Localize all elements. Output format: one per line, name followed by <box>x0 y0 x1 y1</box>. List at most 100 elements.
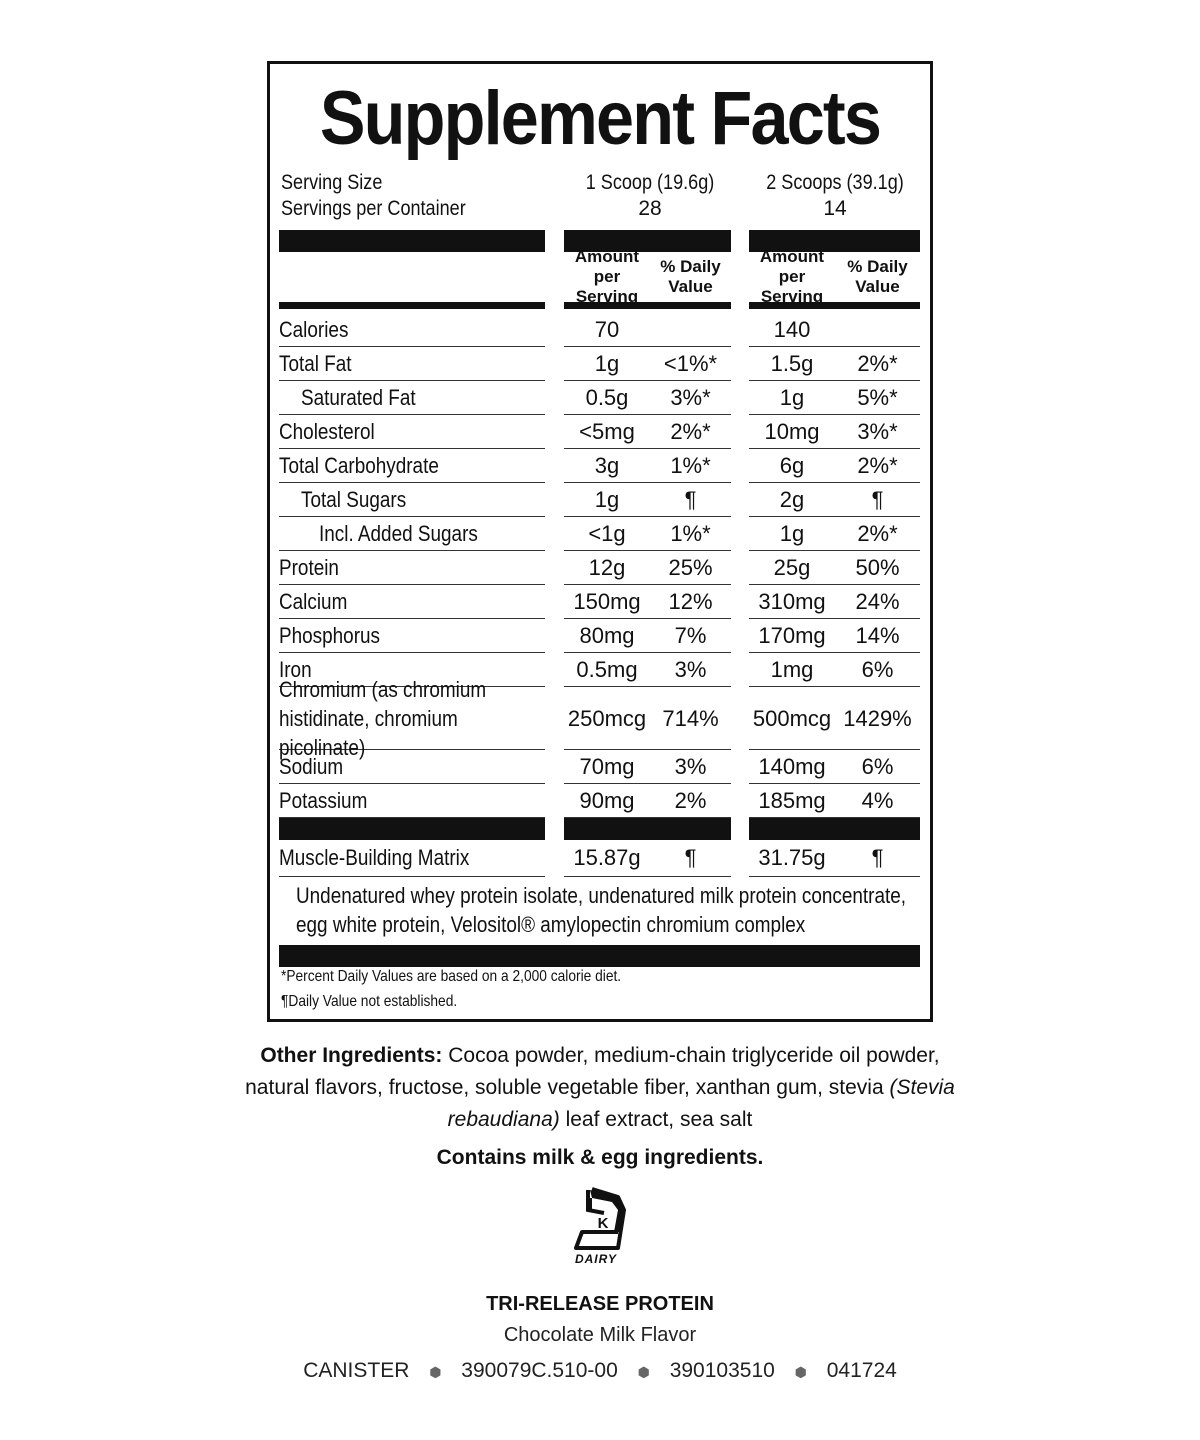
nutrient-table: Amount per Serving % Daily Value Amount pe… <box>279 230 920 967</box>
nutrient-name: Total Sugars <box>279 483 545 517</box>
dv-1: 12% <box>650 585 731 619</box>
gap <box>545 517 564 551</box>
header-dv-1: % Daily Value <box>660 257 721 296</box>
other-ingredients-text: Cocoa powder, medium-chain triglyceride … <box>245 1044 940 1099</box>
serving-1-count: 28 <box>638 197 662 220</box>
dv-1: 2% <box>650 784 731 818</box>
dv-2: 5%* <box>835 381 920 415</box>
dv-1: 3% <box>650 750 731 784</box>
dv-1: 1%* <box>650 517 731 551</box>
gap <box>545 750 564 784</box>
footnote-dv-text: *Percent Daily Values are based on a 2,0… <box>281 968 622 985</box>
nutrient-name: Calories <box>279 313 545 347</box>
gap <box>731 517 749 551</box>
nutrient-name-text: Potassium <box>279 787 368 813</box>
nutrient-name: Total Fat <box>279 347 545 381</box>
header-amount-2: Amount per Serving <box>759 247 825 306</box>
header-amount-1: Amount per Serving <box>574 247 640 306</box>
gap <box>545 840 564 877</box>
supplement-facts-panel: Supplement Facts Serving Size Servings p… <box>267 61 933 1022</box>
nutrient-name: Sodium <box>279 750 545 784</box>
amount-2: 140 <box>749 313 835 347</box>
amount-1: <5mg <box>564 415 650 449</box>
section-bar <box>650 818 731 840</box>
amount-1: 0.5g <box>564 381 650 415</box>
dv-2: 14% <box>835 619 920 653</box>
nutrient-name-text: Calories <box>279 316 349 342</box>
matrix-name: Muscle-Building Matrix <box>279 840 545 877</box>
dv-2: 6% <box>835 653 920 687</box>
allergen-statement: Contains milk & egg ingredients. <box>436 1146 764 1169</box>
gap <box>731 313 749 347</box>
section-bar <box>650 230 731 252</box>
gap <box>545 551 564 585</box>
dv-1: 25% <box>650 551 731 585</box>
nutrient-name-text: Phosphorus <box>279 622 380 648</box>
dv-2: 2%* <box>835 347 920 381</box>
gap <box>545 818 564 840</box>
nutrient-name-text: Incl. Added Sugars <box>319 520 478 546</box>
dv-2: 4% <box>835 784 920 818</box>
dv-2: 6% <box>835 750 920 784</box>
section-bar <box>749 818 835 840</box>
dv-2 <box>835 313 920 347</box>
servings-per-container-label: Servings per Container <box>281 197 466 220</box>
amount-1: 70 <box>564 313 650 347</box>
nutrient-name: Incl. Added Sugars <box>279 517 545 551</box>
gap <box>545 252 564 302</box>
bullet-icon: ⬢ <box>637 1364 650 1380</box>
section-bar <box>564 230 650 252</box>
dv-1: 2%* <box>650 415 731 449</box>
dv-1: 7% <box>650 619 731 653</box>
amount-2: 25g <box>749 551 835 585</box>
gap <box>731 449 749 483</box>
section-bar <box>650 302 731 309</box>
serving-2: 2 Scoops (39.1g) 14 <box>745 170 925 222</box>
product-codes: CANISTER ⬢ 390079C.510-00 ⬢ 390103510 ⬢ … <box>0 1359 1200 1383</box>
nutrient-name: Total Carbohydrate <box>279 449 545 483</box>
dv-1: <1%* <box>650 347 731 381</box>
svg-text:DAIRY: DAIRY <box>575 1252 617 1266</box>
amount-2: 185mg <box>749 784 835 818</box>
gap <box>731 381 749 415</box>
gap <box>545 653 564 687</box>
nutrient-name-text: Total Sugars <box>301 486 407 512</box>
amount-2: 1mg <box>749 653 835 687</box>
code-package: CANISTER <box>303 1359 410 1382</box>
nutrient-name-text: Iron <box>279 656 312 682</box>
product-name: TRI-RELEASE PROTEIN <box>486 1293 714 1315</box>
section-bar <box>564 818 650 840</box>
code-date: 041724 <box>826 1359 897 1382</box>
gap <box>731 415 749 449</box>
serving-2-size: 2 Scoops (39.1g) <box>766 171 904 194</box>
other-ingredients-text-end: leaf extract, sea salt <box>559 1108 753 1131</box>
matrix-name-text: Muscle-Building Matrix <box>279 845 470 870</box>
header-blank <box>279 252 545 302</box>
dv-2: ¶ <box>835 483 920 517</box>
header-dv-2: % Daily Value <box>847 257 908 296</box>
section-bar <box>279 302 545 309</box>
section-bar <box>279 945 920 967</box>
amount-1: 250mcg <box>564 687 650 750</box>
nutrient-name: Phosphorus <box>279 619 545 653</box>
amount-1: 90mg <box>564 784 650 818</box>
gap <box>545 483 564 517</box>
footnote-dv: *Percent Daily Values are based on a 2,0… <box>281 968 677 986</box>
nutrient-name-text: Cholesterol <box>279 418 375 444</box>
nutrient-name: Iron <box>279 653 545 687</box>
nutrient-name-text: Calcium <box>279 588 348 614</box>
gap <box>731 687 749 750</box>
dv-2: 2%* <box>835 517 920 551</box>
dv-2: 24% <box>835 585 920 619</box>
section-bar <box>279 230 545 252</box>
footnote-not-established: ¶Daily Value not established. <box>281 993 486 1011</box>
gap <box>731 784 749 818</box>
amount-1: 1g <box>564 347 650 381</box>
dv-2: 2%* <box>835 449 920 483</box>
nutrient-name: Chromium (as chromium histidinate, chrom… <box>279 677 545 760</box>
amount-1: 80mg <box>564 619 650 653</box>
nutrient-name: Cholesterol <box>279 415 545 449</box>
amount-2: 170mg <box>749 619 835 653</box>
bullet-icon: ⬢ <box>429 1364 442 1380</box>
matrix-ingredients: Undenatured whey protein isolate, undena… <box>279 877 920 945</box>
